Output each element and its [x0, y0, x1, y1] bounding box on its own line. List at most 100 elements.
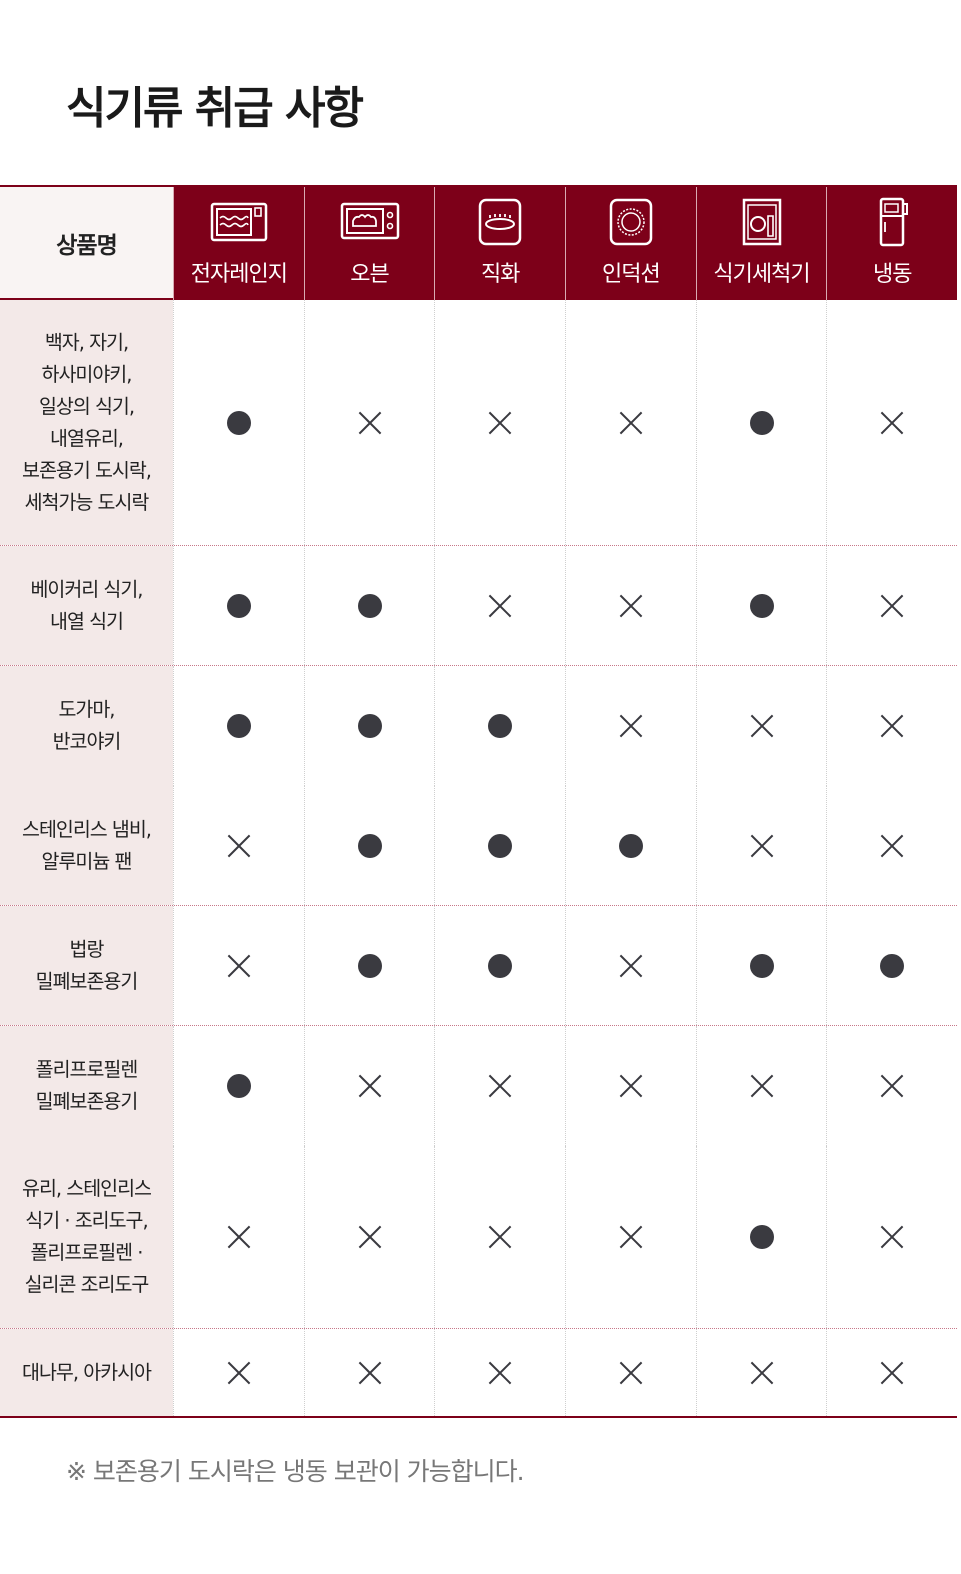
cross-icon — [488, 1361, 512, 1385]
compatibility-cell — [695, 300, 827, 545]
filled-circle-icon — [618, 833, 643, 858]
product-name: 도가마, 반코야키 — [0, 666, 173, 786]
filled-circle-icon — [226, 593, 251, 618]
cross-icon — [358, 1225, 382, 1249]
dishwasher-icon — [742, 198, 781, 246]
cross-icon — [619, 1074, 643, 1098]
table-row: 폴리프로필렌 밀폐보존용기 — [0, 1026, 957, 1146]
compatibility-cell — [434, 546, 565, 665]
compatibility-cell — [303, 666, 435, 786]
compatibility-cell — [434, 1146, 565, 1328]
filled-circle-icon — [880, 953, 905, 978]
filled-circle-icon — [226, 714, 251, 738]
microwave-icon — [210, 202, 268, 242]
filled-circle-icon — [357, 953, 382, 978]
compatibility-cell — [434, 906, 565, 1025]
header-column-label: 오븐 — [350, 262, 389, 287]
table-row: 스테인리스 냄비, 알루미늄 팬 — [0, 786, 957, 905]
compatibility-cell — [173, 786, 304, 905]
compatibility-cell — [303, 1146, 435, 1328]
cross-icon — [227, 834, 251, 858]
compatibility-cell — [434, 1026, 565, 1146]
compatibility-cell — [826, 546, 957, 665]
cross-icon — [619, 1225, 643, 1249]
compatibility-cell — [565, 906, 696, 1025]
table-row-group: 폴리프로필렌 밀폐보존용기 유리, 스테인리스 식기 · 조리도구, 폴리프로필렌… — [0, 1026, 957, 1329]
compatibility-cell — [565, 786, 696, 905]
product-name: 폴리프로필렌 밀폐보존용기 — [0, 1026, 173, 1146]
compatibility-cell — [434, 786, 565, 905]
cross-icon — [619, 411, 643, 435]
compatibility-cell — [303, 906, 435, 1025]
page-title: 식기류 취급 사항 — [66, 83, 364, 134]
cross-icon — [358, 1361, 382, 1385]
filled-circle-icon — [357, 714, 382, 738]
cross-icon — [488, 411, 512, 435]
cross-icon — [750, 1074, 774, 1098]
header-product-name: 상품명 — [0, 187, 173, 300]
cross-icon — [750, 834, 774, 858]
header-column-label: 식기세척기 — [713, 262, 810, 287]
footnote: ※ 보존용기 도시락은 냉동 보관이 가능합니다. — [66, 1457, 525, 1486]
compatibility-cell — [826, 1026, 957, 1146]
header-column-2: 직화 — [434, 187, 566, 300]
compatibility-cell — [434, 300, 565, 545]
cross-icon — [750, 714, 774, 738]
compatibility-cell — [826, 666, 957, 786]
filled-circle-icon — [488, 953, 513, 978]
header-column-0: 전자레인지 — [173, 187, 304, 300]
cross-icon — [488, 1225, 512, 1249]
compatibility-cell — [303, 786, 435, 905]
compatibility-cell — [695, 1329, 827, 1416]
cross-icon — [619, 594, 643, 618]
header-column-label: 전자레인지 — [190, 262, 288, 287]
compatibility-cell — [434, 1329, 565, 1416]
compatibility-cell — [826, 786, 957, 905]
filled-circle-icon — [749, 1225, 774, 1249]
cross-icon — [880, 714, 904, 738]
table-row-group: 베이커리 식기, 내열 식기 — [0, 546, 957, 666]
cross-icon — [227, 1361, 251, 1385]
compatibility-cell — [565, 1146, 696, 1328]
gas-burner-icon — [478, 198, 522, 246]
cross-icon — [880, 411, 904, 435]
table-row-group: 법랑 밀폐보존용기 — [0, 906, 957, 1026]
header-column-1: 오븐 — [303, 187, 435, 300]
cross-icon — [619, 1361, 643, 1385]
cross-icon — [880, 1074, 904, 1098]
compatibility-cell — [826, 1146, 957, 1328]
compatibility-cell — [173, 546, 304, 665]
product-name: 대나무, 아카시아 — [0, 1329, 173, 1416]
cross-icon — [880, 1361, 904, 1385]
header-column-3: 인덕션 — [565, 187, 696, 300]
filled-circle-icon — [226, 410, 251, 435]
product-name: 스테인리스 냄비, 알루미늄 팬 — [0, 786, 173, 905]
header-column-label: 냉동 — [872, 262, 912, 287]
table-row: 도가마, 반코야키 — [0, 666, 957, 786]
compatibility-cell — [303, 1026, 435, 1146]
table-row: 법랑 밀폐보존용기 — [0, 906, 957, 1025]
cross-icon — [227, 1225, 251, 1249]
compatibility-cell — [303, 1329, 435, 1416]
compatibility-cell — [826, 1329, 957, 1416]
table-row-group: 대나무, 아카시아 — [0, 1329, 957, 1418]
compatibility-cell — [173, 1026, 304, 1146]
table-row: 베이커리 식기, 내열 식기 — [0, 546, 957, 665]
oven-icon — [340, 202, 399, 240]
compatibility-cell — [695, 546, 827, 665]
compatibility-cell — [565, 1026, 696, 1146]
filled-circle-icon — [357, 593, 382, 618]
induction-icon — [609, 198, 653, 246]
compatibility-cell — [173, 666, 304, 786]
table-row: 백자, 자기, 하사미야키, 일상의 식기, 내열유리, 보존용기 도시락, 세… — [0, 300, 957, 545]
compatibility-cell — [173, 300, 304, 545]
cross-icon — [358, 1074, 382, 1098]
table-row-group: 도가마, 반코야키 스테인리스 냄비, 알루미늄 팬 — [0, 666, 957, 906]
product-name: 유리, 스테인리스 식기 · 조리도구, 폴리프로필렌 · 실리콘 조리도구 — [0, 1146, 173, 1328]
compatibility-cell — [303, 300, 435, 545]
compatibility-cell — [173, 1329, 304, 1416]
header-column-4: 식기세척기 — [695, 187, 827, 300]
compatibility-cell — [565, 1329, 696, 1416]
compatibility-cell — [434, 666, 565, 786]
header-column-5: 냉동 — [826, 187, 958, 300]
